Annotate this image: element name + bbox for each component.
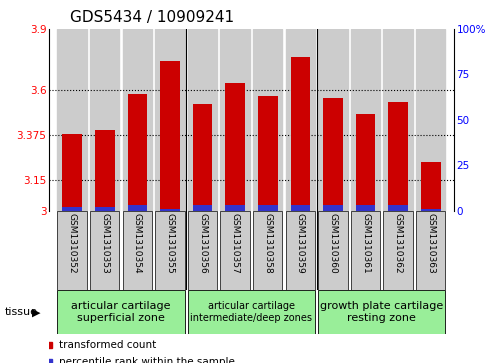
Bar [416, 29, 445, 211]
Bar [290, 57, 310, 211]
Bar [188, 290, 315, 334]
Text: GSM1310362: GSM1310362 [393, 213, 403, 274]
Bar [58, 211, 87, 290]
Bar [416, 211, 445, 290]
Bar [285, 29, 315, 211]
Bar [160, 61, 180, 211]
Bar [384, 211, 413, 290]
Bar [62, 134, 82, 211]
Text: GSM1310357: GSM1310357 [231, 213, 240, 274]
Bar [323, 205, 343, 211]
Bar [62, 207, 82, 211]
Text: percentile rank within the sample: percentile rank within the sample [59, 357, 235, 363]
Text: growth plate cartilage
resting zone: growth plate cartilage resting zone [320, 301, 444, 323]
Bar [123, 211, 152, 290]
Bar [351, 211, 380, 290]
Bar [155, 211, 184, 290]
Text: ▶: ▶ [32, 307, 40, 317]
Text: GSM1310354: GSM1310354 [133, 213, 142, 274]
Bar [318, 290, 445, 334]
Text: GSM1310355: GSM1310355 [166, 213, 175, 274]
Bar [225, 205, 245, 211]
Text: articular cartilage
intermediate/deep zones: articular cartilage intermediate/deep zo… [190, 301, 313, 323]
Text: GSM1310352: GSM1310352 [68, 213, 76, 274]
Bar [384, 29, 413, 211]
Bar [253, 211, 282, 290]
Bar [421, 162, 441, 211]
Bar [90, 29, 119, 211]
Text: tissue: tissue [5, 307, 38, 317]
Bar [258, 95, 278, 211]
Bar [388, 102, 408, 211]
Bar [193, 205, 212, 211]
Bar [128, 205, 147, 211]
Bar [160, 209, 180, 211]
Text: articular cartilage
superficial zone: articular cartilage superficial zone [71, 301, 171, 323]
Bar [155, 29, 184, 211]
Bar [253, 29, 282, 211]
Bar [90, 211, 119, 290]
Text: GSM1310358: GSM1310358 [263, 213, 272, 274]
Bar [128, 94, 147, 211]
Bar [285, 211, 315, 290]
Bar [225, 83, 245, 211]
Text: GSM1310353: GSM1310353 [100, 213, 109, 274]
Text: GSM1310361: GSM1310361 [361, 213, 370, 274]
Text: GSM1310359: GSM1310359 [296, 213, 305, 274]
Bar [193, 104, 212, 211]
Bar [188, 211, 217, 290]
Bar [388, 205, 408, 211]
Bar [318, 29, 348, 211]
Bar [123, 29, 152, 211]
Bar [318, 211, 348, 290]
Bar [58, 29, 87, 211]
Bar [188, 29, 217, 211]
Bar [258, 205, 278, 211]
Bar [421, 209, 441, 211]
Bar [290, 205, 310, 211]
Bar [58, 290, 184, 334]
Bar [356, 205, 375, 211]
Bar [95, 130, 114, 211]
Bar [356, 114, 375, 211]
Text: transformed count: transformed count [59, 340, 157, 350]
Bar [95, 207, 114, 211]
Bar [351, 29, 380, 211]
Text: GSM1310356: GSM1310356 [198, 213, 207, 274]
Bar [220, 29, 250, 211]
Text: GDS5434 / 10909241: GDS5434 / 10909241 [70, 10, 234, 25]
Text: GSM1310363: GSM1310363 [426, 213, 435, 274]
Text: GSM1310360: GSM1310360 [328, 213, 337, 274]
Bar [220, 211, 250, 290]
Bar [323, 98, 343, 211]
